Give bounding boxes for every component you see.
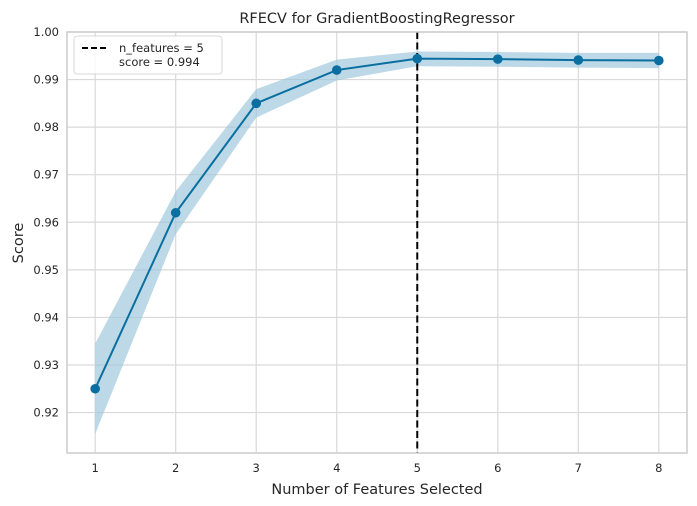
y-tick-label: 0.98 — [33, 120, 59, 134]
x-tick-label: 6 — [494, 461, 501, 475]
confidence-band-layer — [95, 51, 659, 434]
y-tick-label: 0.94 — [33, 310, 59, 324]
legend: n_features = 5 score = 0.994 — [73, 35, 223, 75]
legend-box — [73, 35, 223, 75]
y-tick-label: 0.92 — [33, 406, 59, 420]
score-line-layer — [94, 57, 659, 390]
x-tick-label: 1 — [92, 461, 99, 475]
x-tick-label: 2 — [172, 461, 179, 475]
legend-entry-n-features: n_features = 5 — [119, 41, 204, 55]
score-line — [94, 57, 659, 390]
plot-frame — [66, 31, 688, 454]
x-axis-label: Number of Features Selected — [271, 482, 482, 498]
data-point — [492, 54, 503, 64]
y-tick-label: 0.93 — [33, 358, 59, 372]
y-axis-label: Score — [11, 223, 27, 264]
confidence-band — [95, 51, 659, 434]
legend-entry-score: score = 0.994 — [119, 55, 200, 69]
y-tick-label: 0.97 — [33, 168, 59, 182]
data-point — [331, 65, 342, 75]
x-tick-label: 5 — [414, 461, 421, 475]
data-point — [412, 53, 423, 64]
data-point — [251, 98, 262, 109]
data-point — [654, 55, 664, 66]
y-tick-labels: 0.92 0.93 0.94 0.95 0.96 0.97 0.98 0.99 1.00 — [33, 25, 59, 420]
data-point — [573, 55, 584, 65]
data-points-layer — [90, 53, 664, 394]
x-tick-label: 4 — [333, 461, 340, 475]
x-tick-labels: 1 2 3 4 5 6 7 8 — [92, 461, 663, 475]
data-point — [90, 383, 100, 394]
data-point — [170, 207, 181, 218]
y-tick-label: 0.96 — [33, 215, 59, 229]
x-tick-label: 7 — [575, 461, 582, 475]
x-tick-label: 3 — [253, 461, 260, 475]
y-tick-label: 0.95 — [33, 263, 59, 277]
x-tick-label: 8 — [655, 461, 662, 475]
y-tick-label: 0.99 — [33, 73, 59, 87]
y-tick-label: 1.00 — [33, 25, 59, 39]
chart-title: RFECV for GradientBoostingRegressor — [239, 11, 514, 27]
